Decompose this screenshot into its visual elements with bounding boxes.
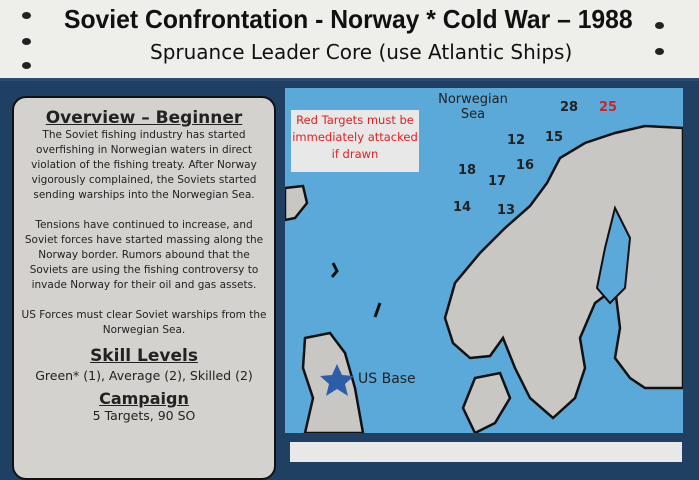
overview-heading: Overview – Beginner [45, 108, 243, 128]
page-subtitle: Spruance Leader Core (use Atlantic Ships… [150, 40, 573, 64]
binder-hole [22, 62, 31, 69]
page-title: Soviet Confrontation - Norway * Cold War… [64, 4, 633, 34]
target-17: 17 [488, 174, 507, 189]
target-12: 12 [507, 133, 526, 148]
binder-hole [22, 38, 31, 45]
skill-text: Green* (1), Average (2), Skilled (2) [35, 368, 253, 383]
card-header: Soviet Confrontation - Norway * Cold War… [0, 0, 699, 81]
overview-panel: Overview – Beginner The Soviet fishing i… [12, 96, 276, 480]
gulf-of-bothnia [595, 205, 632, 305]
skill-heading: Skill Levels [90, 346, 198, 366]
lower-panel [290, 442, 682, 462]
us-base-label: US Base [358, 371, 416, 387]
overview-paragraph: The Soviet fishing industry has started … [31, 129, 257, 201]
scandinavia-map: Red Targets must be immediately attacked… [285, 88, 683, 433]
target-28: 28 [560, 100, 579, 115]
map-land [285, 124, 683, 433]
target-14: 14 [453, 200, 472, 215]
overview-paragraph: US Forces must clear Soviet warships fro… [21, 309, 267, 336]
denmark-landmass [461, 371, 512, 433]
us-base-star-icon [320, 364, 354, 396]
iceland-fragment [285, 184, 309, 222]
red-targets-note: Red Targets must be immediately attacked… [291, 110, 419, 172]
binder-hole [22, 12, 31, 19]
scandinavia-landmass [443, 124, 683, 420]
sea-label: Norwegian Sea [438, 92, 508, 122]
target-13: 13 [497, 203, 516, 218]
overview-paragraph: Tensions have continued to increase, and… [24, 219, 264, 291]
campaign-heading: Campaign [99, 389, 189, 408]
binder-hole [655, 22, 664, 29]
target-25-red: 25 [599, 100, 618, 115]
target-16: 16 [516, 158, 535, 173]
target-15: 15 [545, 130, 564, 145]
islands [330, 262, 382, 318]
target-18: 18 [458, 163, 477, 178]
binder-hole [655, 48, 664, 55]
campaign-text: 5 Targets, 90 SO [92, 408, 196, 423]
